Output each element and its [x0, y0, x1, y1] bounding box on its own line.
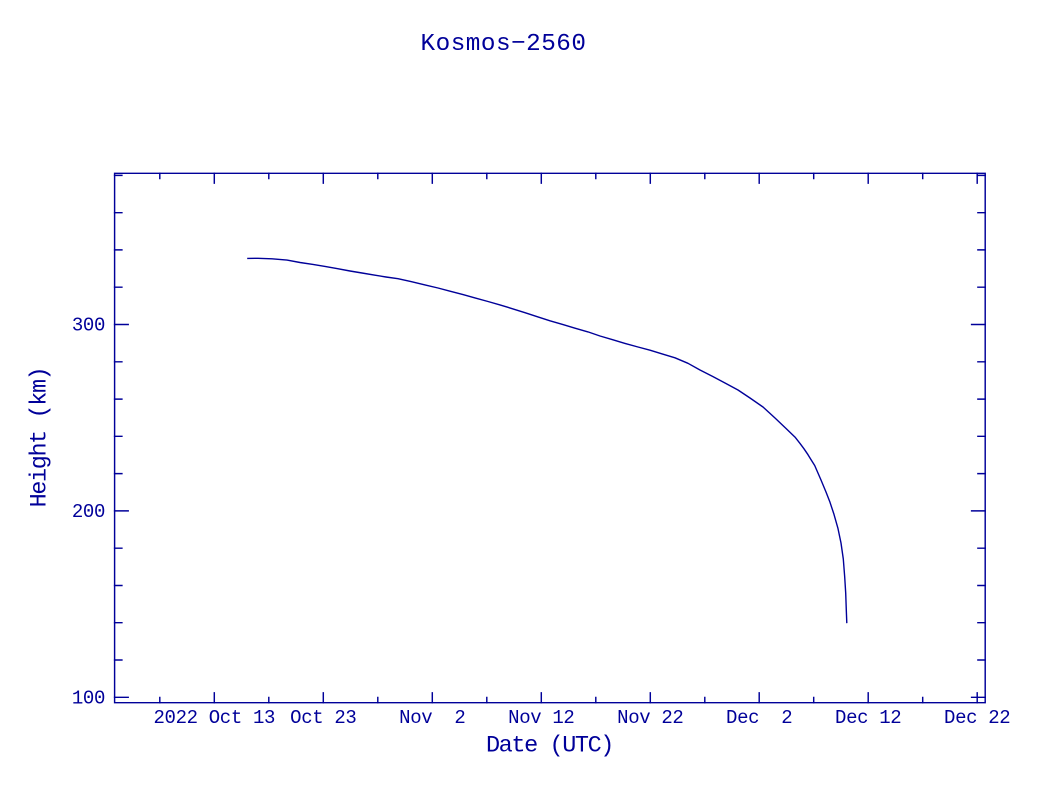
svg-text:Date (UTC): Date (UTC) — [486, 732, 613, 759]
svg-text:Dec 12: Dec 12 — [835, 707, 901, 729]
svg-text:Height (km): Height (km) — [27, 368, 54, 508]
svg-text:100: 100 — [72, 688, 105, 710]
svg-text:Dec 22: Dec 22 — [944, 707, 1010, 729]
svg-text:300: 300 — [72, 315, 105, 337]
svg-text:200: 200 — [72, 501, 105, 523]
svg-text:Dec 2: Dec 2 — [726, 707, 792, 729]
svg-text:Nov 12: Nov 12 — [508, 707, 574, 729]
svg-text:Nov 22: Nov 22 — [617, 707, 683, 729]
svg-text:2022 Oct 13: 2022 Oct 13 — [154, 707, 276, 729]
svg-text:Nov 2: Nov 2 — [399, 707, 465, 729]
svg-text:Kosmos−2560: Kosmos−2560 — [421, 31, 587, 58]
svg-text:Oct 23: Oct 23 — [290, 707, 356, 729]
